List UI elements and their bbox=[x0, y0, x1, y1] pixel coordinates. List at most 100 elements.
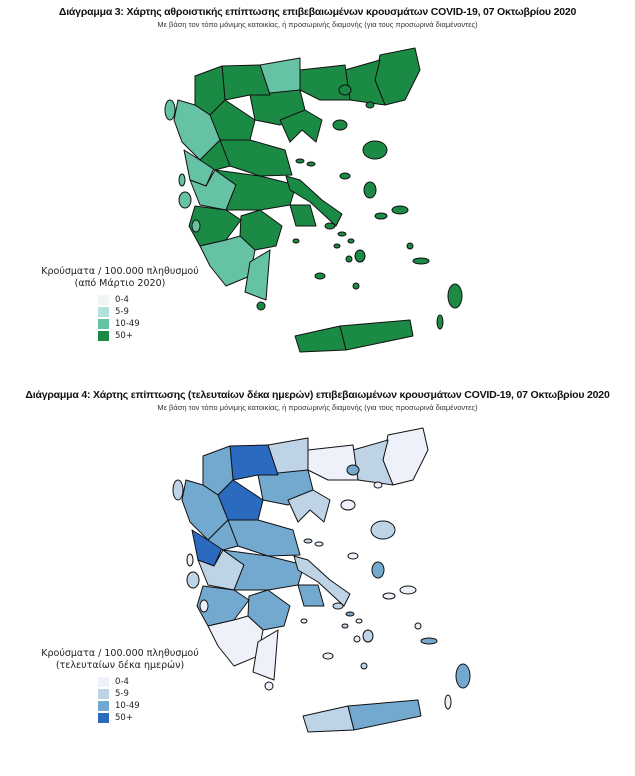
island-9 bbox=[391, 205, 409, 215]
legend-item: 50+ bbox=[98, 712, 210, 724]
legend-item: 5-9 bbox=[98, 688, 210, 700]
legend-item: 10-49 bbox=[98, 318, 210, 330]
island-12 bbox=[324, 222, 336, 230]
map2-subtitle: Με βάση τον τόπο μόνιμης κατοικίας, ή πρ… bbox=[157, 403, 478, 412]
legend-title: Κρούσματα / 100.000 πληθυσμού bbox=[41, 648, 199, 659]
island-3 bbox=[191, 219, 201, 233]
island-2 bbox=[178, 191, 192, 209]
island-14 bbox=[345, 255, 353, 263]
legend-swatch bbox=[98, 319, 109, 329]
map1-title: Διάγραμμα 3: Χάρτης αθροιστικής επίπτωση… bbox=[58, 6, 577, 18]
region-20 bbox=[244, 249, 271, 301]
island-1 bbox=[186, 553, 194, 567]
island-16 bbox=[314, 272, 326, 280]
map2-legend: Κρούσματα / 100.000 πληθυσμού (τελευταίω… bbox=[30, 648, 210, 724]
island-23 bbox=[341, 623, 349, 629]
map2-greece bbox=[172, 427, 471, 733]
island-0 bbox=[172, 479, 184, 501]
legend-swatch bbox=[98, 677, 109, 687]
region-14 bbox=[214, 169, 297, 211]
island-22 bbox=[337, 231, 347, 237]
island-27 bbox=[306, 161, 316, 167]
region-22 bbox=[339, 319, 414, 351]
island-6 bbox=[332, 119, 348, 131]
island-11 bbox=[347, 552, 359, 560]
island-21 bbox=[406, 242, 414, 250]
legend-item: 5-9 bbox=[98, 306, 210, 318]
map1-greece bbox=[164, 47, 463, 353]
legend-title: Κρούσματα / 100.000 πληθυσμού bbox=[41, 266, 199, 277]
island-15 bbox=[347, 238, 355, 244]
island-20 bbox=[444, 694, 452, 710]
island-24 bbox=[264, 681, 274, 691]
island-18 bbox=[420, 637, 438, 645]
island-10 bbox=[374, 212, 388, 220]
legend-swatch bbox=[98, 713, 109, 723]
legend-item: 50+ bbox=[98, 330, 210, 342]
island-1 bbox=[178, 173, 186, 187]
legend-label: 50+ bbox=[115, 713, 133, 723]
island-9 bbox=[399, 585, 417, 595]
legend-label: 0-4 bbox=[115, 295, 129, 305]
island-19 bbox=[455, 663, 471, 689]
island-16 bbox=[322, 652, 334, 660]
island-25 bbox=[300, 618, 308, 624]
region-16 bbox=[285, 175, 343, 227]
island-17 bbox=[352, 282, 360, 290]
island-25 bbox=[292, 238, 300, 244]
region-21 bbox=[302, 705, 355, 733]
island-3 bbox=[199, 599, 209, 613]
region-11 bbox=[227, 519, 301, 557]
legend-swatch bbox=[98, 689, 109, 699]
legend-swatch bbox=[98, 331, 109, 341]
island-27 bbox=[314, 541, 324, 547]
island-15 bbox=[355, 618, 363, 624]
region-14 bbox=[222, 549, 305, 591]
region-12 bbox=[199, 139, 231, 171]
island-20 bbox=[436, 314, 444, 330]
island-13 bbox=[354, 249, 366, 263]
island-24 bbox=[256, 301, 266, 311]
legend-swatch bbox=[98, 307, 109, 317]
region-10 bbox=[191, 529, 224, 567]
region-5 bbox=[287, 489, 331, 523]
island-11 bbox=[339, 172, 351, 180]
legend-swatch bbox=[98, 295, 109, 305]
legend-label: 50+ bbox=[115, 331, 133, 341]
region-21 bbox=[294, 325, 347, 353]
island-12 bbox=[332, 602, 344, 610]
island-23 bbox=[333, 243, 341, 249]
island-17 bbox=[360, 662, 368, 670]
island-26 bbox=[295, 158, 305, 164]
region-5 bbox=[279, 109, 323, 143]
island-0 bbox=[164, 99, 176, 121]
island-4 bbox=[338, 84, 352, 96]
legend-item: 10-49 bbox=[98, 700, 210, 712]
island-14 bbox=[353, 635, 361, 643]
island-26 bbox=[303, 538, 313, 544]
legend-subtitle: (τελευταίων δέκα ημερών) bbox=[55, 660, 185, 671]
region-12 bbox=[207, 519, 239, 551]
map1-header: Διάγραμμα 3: Χάρτης αθροιστικής επίπτωση… bbox=[0, 6, 635, 30]
island-5 bbox=[365, 101, 375, 109]
island-19 bbox=[447, 283, 463, 309]
island-6 bbox=[340, 499, 356, 511]
region-11 bbox=[219, 139, 293, 177]
island-7 bbox=[370, 520, 396, 540]
map1-legend: Κρούσματα / 100.000 πληθυσμού (από Μάρτι… bbox=[30, 266, 210, 342]
legend-label: 10-49 bbox=[115, 701, 140, 711]
legend-item: 0-4 bbox=[98, 676, 210, 688]
region-20 bbox=[252, 629, 279, 681]
island-4 bbox=[346, 464, 360, 476]
map1-subtitle: Με βάση τον τόπο μόνιμης κατοικίας, ή πρ… bbox=[157, 20, 478, 29]
legend-label: 10-49 bbox=[115, 319, 140, 329]
island-13 bbox=[362, 629, 374, 643]
island-7 bbox=[362, 140, 388, 160]
region-15 bbox=[289, 204, 317, 227]
island-21 bbox=[414, 622, 422, 630]
legend-label: 5-9 bbox=[115, 689, 129, 699]
region-10 bbox=[183, 149, 216, 187]
map2-header: Διάγραμμα 4: Χάρτης επίπτωσης (τελευταίω… bbox=[0, 389, 635, 413]
legend-subtitle: (από Μάρτιο 2020) bbox=[74, 278, 166, 289]
